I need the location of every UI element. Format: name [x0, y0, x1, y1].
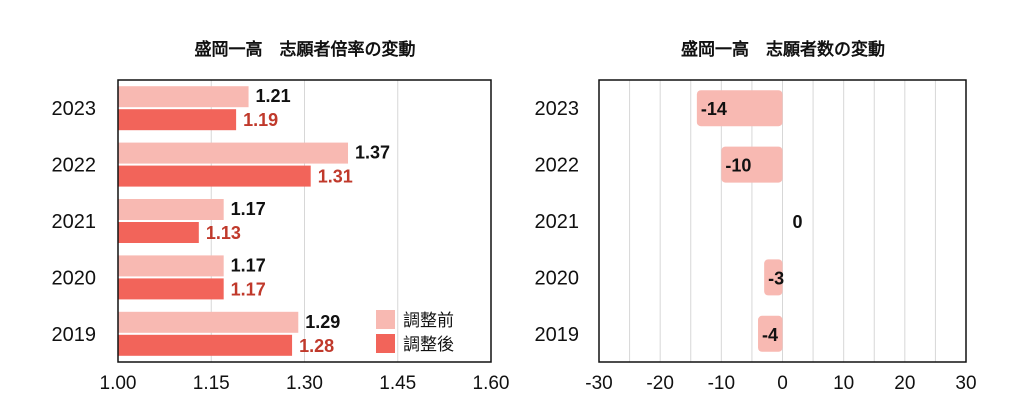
applicants-bar — [721, 146, 783, 183]
ratio-tick-label: 1.45 — [379, 373, 416, 394]
ratio-label-after: 1.19 — [243, 110, 278, 130]
ratio-category-label: 2019 — [52, 324, 97, 346]
applicants-label: -10 — [725, 156, 751, 176]
applicants-tick-label: 20 — [894, 373, 915, 394]
ratio-label-before: 1.21 — [256, 86, 291, 106]
applicants-category-label: 2022 — [535, 155, 580, 177]
ratio-bar-before — [118, 199, 224, 220]
ratio-bar-before — [118, 255, 224, 277]
applicants-chart-category-labels: 2023 2022 2021 2020 2019 — [535, 98, 580, 346]
legend-swatch — [376, 310, 395, 329]
ratio-label-before: 1.17 — [231, 199, 266, 219]
ratio-bar-after — [118, 165, 311, 187]
applicants-chart-frame — [598, 79, 967, 363]
applicants-bar — [764, 259, 783, 296]
ratio-category-label: 2021 — [52, 211, 97, 233]
ratio-chart-category-labels: 2023 2022 2021 2020 2019 — [52, 98, 97, 346]
ratio-chart: 盛岡一高 志願者倍率の変動 1.211.191.371.311.171.131.… — [52, 39, 510, 394]
ratio-category-label: 2023 — [52, 98, 97, 120]
ratio-bar-after — [118, 222, 199, 243]
ratio-tick-label: 1.15 — [193, 373, 230, 394]
ratio-chart-frame — [117, 79, 492, 363]
legend-swatch — [376, 334, 395, 353]
legend-label: 調整前 — [403, 311, 454, 331]
ratio-label-before: 1.17 — [231, 255, 266, 275]
applicants-label: 0 — [793, 212, 803, 232]
applicants-tick-label: 0 — [777, 373, 788, 394]
ratio-bar-before — [118, 311, 299, 333]
applicants-label: -4 — [762, 325, 778, 345]
ratio-label-before: 1.37 — [355, 143, 390, 163]
ratio-bar-after — [118, 109, 237, 131]
applicants-chart-bars: -14 -10 0 -3 -4 — [696, 90, 803, 352]
ratio-bar-before — [118, 86, 249, 108]
applicants-label: -14 — [701, 99, 727, 119]
applicants-chart-tick-labels: -30 -20 -10 0 10 20 30 — [585, 373, 976, 394]
ratio-category-label: 2022 — [52, 155, 97, 177]
applicants-bar — [758, 315, 783, 352]
ratio-tick-label: 1.60 — [473, 373, 510, 394]
applicants-category-label: 2023 — [535, 98, 580, 120]
ratio-tick-label: 1.00 — [100, 373, 137, 394]
ratio-label-after: 1.28 — [299, 336, 334, 356]
applicants-chart-gridlines — [629, 80, 936, 362]
ratio-bar-after — [118, 334, 293, 356]
applicants-category-label: 2020 — [535, 267, 580, 289]
ratio-chart-bars: 1.21 1.19 1.371.31 1.17 1.13 1.17 1.17 1.29 1.28 — [118, 86, 390, 356]
applicants-tick-label: 30 — [955, 373, 976, 394]
ratio-label-after: 1.31 — [318, 167, 353, 187]
applicants-category-label: 2021 — [535, 211, 580, 233]
applicants-chart: 盛岡一高 志願者数の変動 -14-100-3-4 202320222021202… — [535, 39, 977, 394]
applicants-bar — [696, 90, 783, 127]
ratio-bar-after — [118, 278, 224, 300]
ratio-label-after: 1.17 — [231, 279, 266, 299]
ratio-bar-before — [118, 142, 349, 164]
applicants-tick-label: -20 — [646, 373, 673, 394]
applicants-tick-label: -10 — [708, 373, 735, 394]
applicants-label: -3 — [768, 268, 784, 288]
ratio-label-after: 1.13 — [206, 223, 241, 243]
ratio-label-before: 1.29 — [305, 312, 340, 332]
ratio-chart-title: 盛岡一高 志願者倍率の変動 — [195, 39, 416, 60]
applicants-tick-label: 10 — [833, 373, 854, 394]
applicants-tick-label: -30 — [585, 373, 612, 394]
ratio-chart-tick-labels: 1.00 1.15 1.30 1.45 1.60 — [100, 373, 510, 394]
applicants-chart-title: 盛岡一高 志願者数の変動 — [681, 39, 885, 60]
ratio-category-label: 2020 — [52, 267, 97, 289]
ratio-tick-label: 1.30 — [286, 373, 323, 394]
legend-label: 調整後 — [403, 335, 454, 355]
applicants-category-label: 2019 — [535, 324, 580, 346]
